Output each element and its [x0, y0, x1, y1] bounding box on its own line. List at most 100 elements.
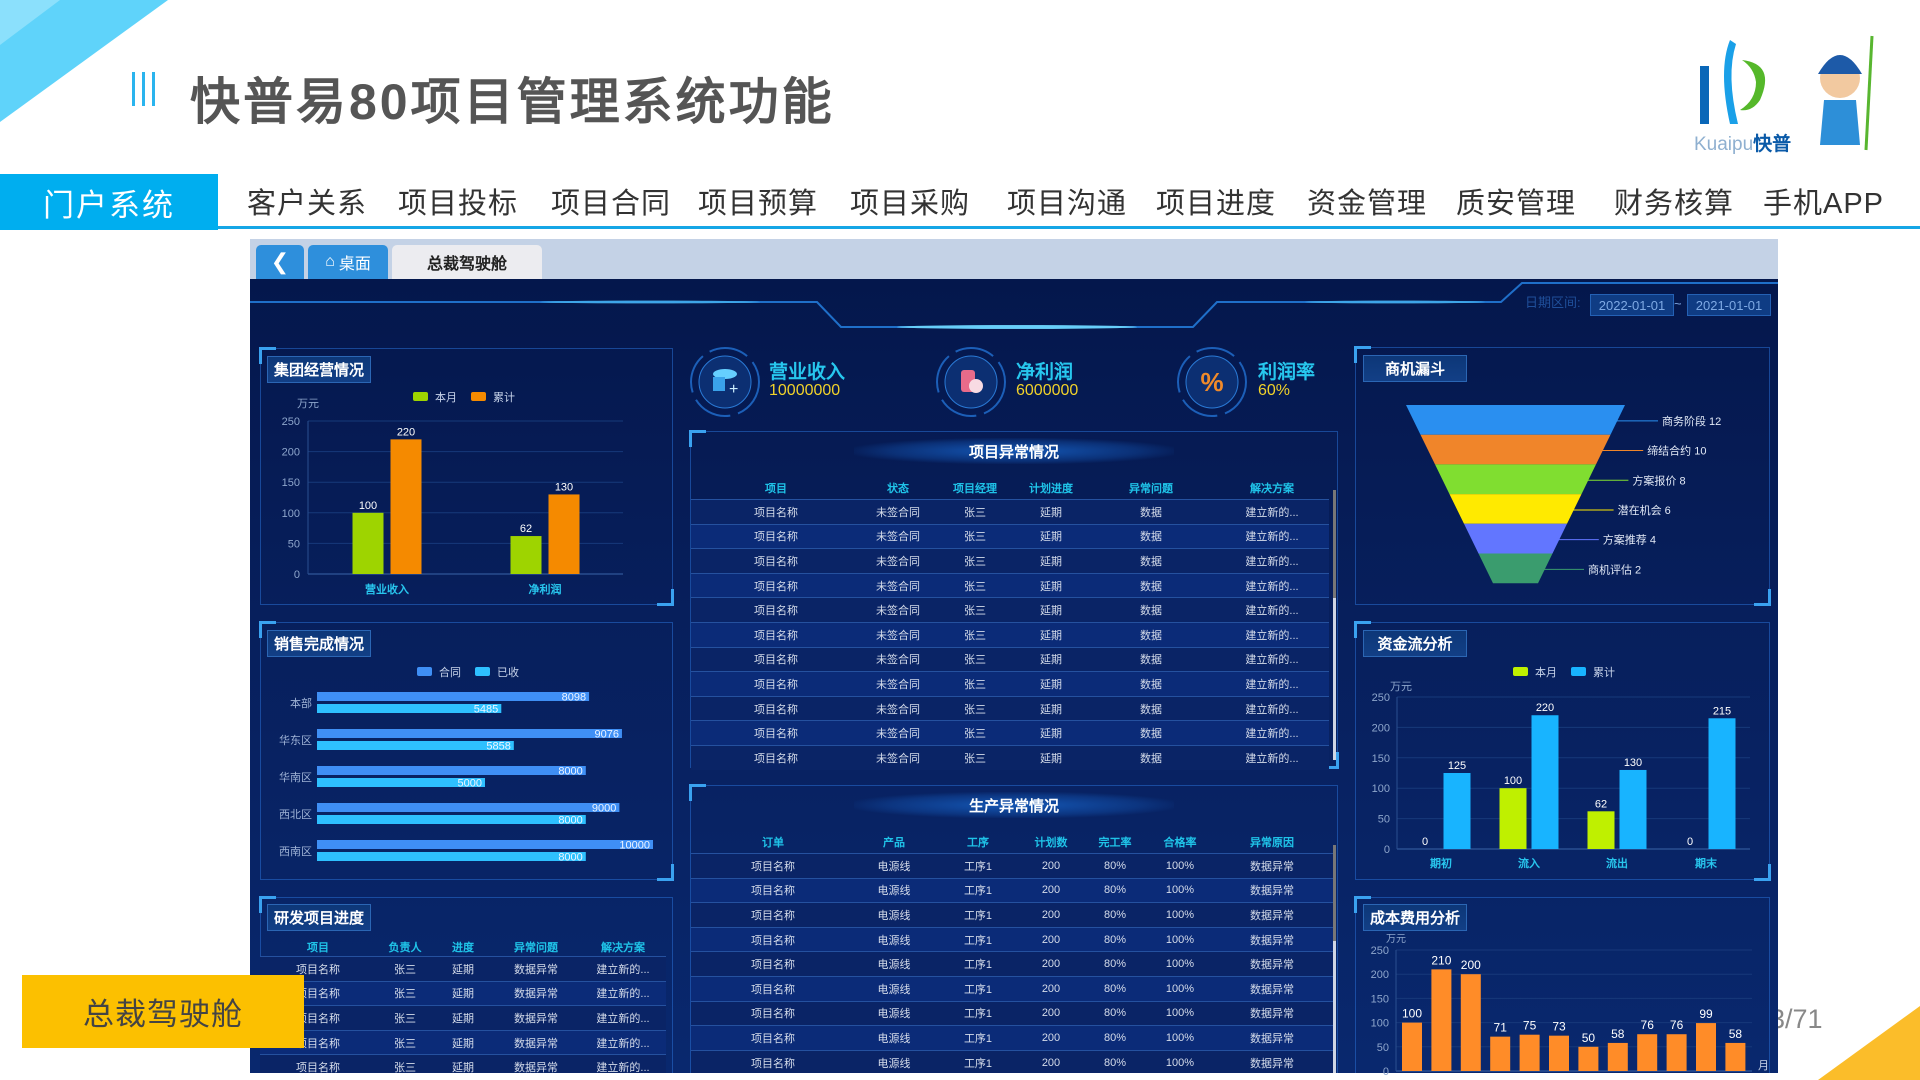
table-cell: 项目名称	[751, 983, 795, 996]
tab-desktop[interactable]: ⌂ 桌面	[308, 245, 388, 279]
table-row[interactable]: 项目名称 张三 延期 数据异常 建立新的...	[260, 980, 666, 1006]
table-cell: 数据异常	[1250, 860, 1294, 873]
table-cell: 80%	[1103, 982, 1127, 995]
table-cell: 延期	[1040, 678, 1062, 691]
corner-decoration	[0, 0, 168, 122]
column-header[interactable]: 产品	[883, 837, 905, 849]
date-start-input[interactable]: 2022-01-01	[1590, 294, 1674, 316]
nav-mobile-app[interactable]: 手机APP	[1763, 188, 1885, 220]
column-header[interactable]: 异常问题	[514, 942, 558, 954]
table-cell: 建立新的...	[1245, 654, 1299, 667]
table-cell: 项目名称	[754, 728, 798, 741]
table-cell: 未签合同	[876, 703, 920, 716]
nav-project-procurement[interactable]: 项目采购	[850, 188, 971, 220]
table-row[interactable]: 项目名称 电源线 工序1 200 80% 100% 数据异常	[691, 902, 1335, 927]
column-header[interactable]: 项目经理	[953, 483, 997, 495]
column-header[interactable]: 进度	[452, 942, 474, 954]
table-row[interactable]: 项目名称 电源线 工序1 200 80% 100% 数据异常	[691, 926, 1335, 952]
table-row[interactable]: 项目名称 电源线 工序1 200 80% 100% 数据异常	[691, 1000, 1335, 1026]
nav-project-contract[interactable]: 项目合同	[551, 188, 672, 220]
table-row[interactable]: 项目名称 未签合同 张三 延期 数据 建立新的...	[691, 671, 1329, 696]
table-row[interactable]: 项目名称 电源线 工序1 200 80% 100% 数据异常	[691, 1025, 1335, 1050]
table-row[interactable]: 项目名称 电源线 工序1 200 80% 100% 数据异常	[691, 951, 1335, 976]
column-header[interactable]: 状态	[887, 483, 909, 495]
table-cell: 延期	[452, 1062, 474, 1073]
nav-project-progress[interactable]: 项目进度	[1156, 188, 1277, 220]
panel-sales-completion	[259, 621, 674, 881]
nav-quality-safety[interactable]: 质安管理	[1456, 188, 1577, 220]
column-header[interactable]: 项目	[307, 942, 329, 954]
table-row[interactable]: 项目名称 电源线 工序1 200 80% 100% 数据异常	[691, 1049, 1335, 1073]
table-cell: 项目名称	[296, 988, 340, 1001]
table-cell: 项目名称	[751, 860, 795, 873]
table-row[interactable]: 项目名称 张三 延期 数据异常 建立新的...	[260, 956, 666, 981]
section-badge: 总裁驾驶舱	[22, 975, 304, 1048]
table-header: 项目 状态 项目经理 计划进度 异常问题 解决方案	[691, 478, 1329, 498]
header-decoration	[250, 282, 1778, 329]
table-row[interactable]: 项目名称 电源线 工序1 200 80% 100% 数据异常	[691, 853, 1335, 878]
panel-title: 集团经营情况	[267, 356, 371, 383]
table-row[interactable]: 项目名称 未签合同 张三 延期 数据 建立新的...	[691, 548, 1329, 573]
nav-project-budget[interactable]: 项目预算	[698, 188, 819, 220]
table-row[interactable]: 项目名称 未签合同 张三 延期 数据 建立新的...	[691, 597, 1329, 622]
table-row[interactable]: 项目名称 未签合同 张三 延期 数据 建立新的...	[691, 695, 1329, 721]
table-cell: 建立新的...	[596, 988, 650, 1001]
scrollbar[interactable]	[1333, 490, 1336, 760]
column-header[interactable]: 计划数	[1034, 837, 1068, 849]
table-cell: 电源线	[877, 983, 911, 996]
nav-customer-relations[interactable]: 客户关系	[247, 188, 368, 220]
column-header[interactable]: 异常原因	[1250, 837, 1294, 849]
table-cell: 项目名称	[754, 580, 798, 593]
nav-project-communication[interactable]: 项目沟通	[1007, 188, 1128, 220]
column-header[interactable]: 合格率	[1163, 837, 1197, 849]
table-row[interactable]: 项目名称 未签合同 张三 延期 数据 建立新的...	[691, 572, 1329, 598]
table-cell: 数据异常	[1250, 934, 1294, 947]
table-cell: 建立新的...	[596, 1062, 650, 1073]
table-cell: 200	[1041, 1007, 1061, 1020]
table-row[interactable]: 项目名称 未签合同 张三 延期 数据 建立新的...	[691, 499, 1329, 524]
table-cell: 未签合同	[876, 531, 920, 544]
nav-fund-management[interactable]: 资金管理	[1307, 188, 1428, 220]
nav-financial-accounting[interactable]: 财务核算	[1614, 188, 1735, 220]
table-cell: 建立新的...	[596, 963, 650, 976]
table-cell: 100%	[1165, 908, 1195, 921]
triple-bar-icon	[132, 72, 162, 106]
kpi-revenue-value: 10000000	[769, 382, 841, 399]
table-row[interactable]: 项目名称 张三 延期 数据异常 建立新的...	[260, 1029, 666, 1055]
table-cell: 工序1	[963, 909, 993, 922]
table-row[interactable]: 项目名称 电源线 工序1 200 80% 100% 数据异常	[691, 976, 1335, 1001]
table-cell: 80%	[1103, 1007, 1127, 1020]
column-header[interactable]: 负责人	[388, 942, 422, 954]
nav-project-bidding[interactable]: 项目投标	[398, 188, 519, 220]
column-header[interactable]: 工序	[967, 837, 989, 849]
column-header[interactable]: 订单	[762, 837, 784, 849]
table-cell: 200	[1041, 982, 1061, 995]
column-header[interactable]: 计划进度	[1029, 483, 1073, 495]
nav-portal-system[interactable]: 门户系统	[0, 174, 218, 230]
table-row[interactable]: 项目名称 未签合同 张三 延期 数据 建立新的...	[691, 745, 1329, 770]
scrollbar[interactable]	[1333, 845, 1336, 1073]
tab-ceo-cockpit[interactable]: 总裁驾驶舱	[392, 245, 542, 279]
table-cell: 数据	[1140, 629, 1162, 642]
table-cell: 张三	[964, 580, 986, 593]
column-header[interactable]: 解决方案	[1250, 483, 1294, 495]
table-row[interactable]: 项目名称 未签合同 张三 延期 数据 建立新的...	[691, 646, 1329, 672]
column-header[interactable]: 完工率	[1098, 837, 1132, 849]
table-cell: 建立新的...	[1245, 605, 1299, 618]
column-header[interactable]: 项目	[765, 483, 787, 495]
panel-title: 成本费用分析	[1363, 904, 1467, 931]
back-button[interactable]: ❮	[256, 245, 304, 279]
table-row[interactable]: 项目名称 张三 延期 数据异常 建立新的...	[260, 1054, 666, 1073]
column-header[interactable]: 解决方案	[601, 942, 645, 954]
table-row[interactable]: 项目名称 未签合同 张三 延期 数据 建立新的...	[691, 622, 1329, 647]
table-row[interactable]: 项目名称 未签合同 张三 延期 数据 建立新的...	[691, 523, 1329, 549]
project-anomaly-table: 项目 状态 项目经理 计划进度 异常问题 解决方案 项目名称 未签合同 张三 延期 数据 建立新的..…	[691, 470, 1331, 770]
table-row[interactable]: 项目名称 未签合同 张三 延期 数据 建立新的...	[691, 720, 1329, 745]
table-cell: 200	[1041, 1031, 1061, 1044]
date-end-input[interactable]: 2021-01-01	[1687, 294, 1771, 316]
nav-divider	[218, 226, 1920, 229]
table-row[interactable]: 项目名称 电源线 工序1 200 80% 100% 数据异常	[691, 877, 1335, 903]
table-cell: 项目名称	[751, 1057, 795, 1070]
table-row[interactable]: 项目名称 张三 延期 数据异常 建立新的...	[260, 1005, 666, 1030]
column-header[interactable]: 异常问题	[1129, 483, 1173, 495]
